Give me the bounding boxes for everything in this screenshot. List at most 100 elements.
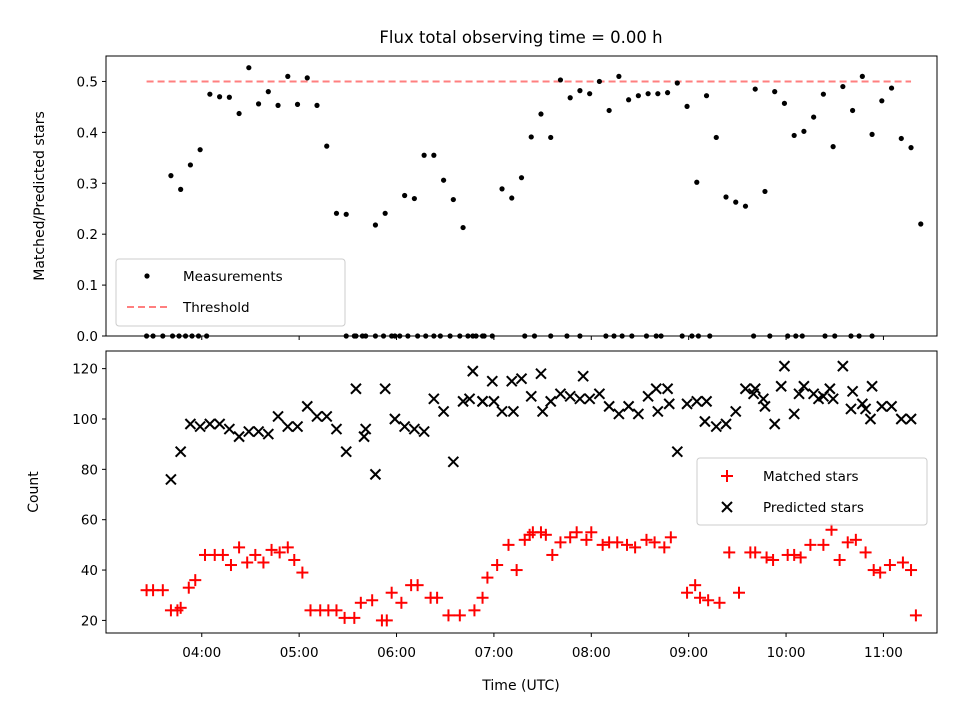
measurement-point	[830, 144, 836, 150]
bottom-panel-frame	[105, 350, 938, 634]
matched-point	[491, 559, 504, 572]
predicted-point	[457, 395, 469, 408]
predicted-point	[663, 398, 675, 410]
measurement-point	[653, 333, 659, 339]
predicted-point	[700, 395, 713, 408]
matched-point	[431, 591, 444, 604]
measurement-point	[564, 333, 570, 339]
matched-point	[817, 538, 830, 551]
measurement-point	[380, 333, 387, 339]
predicted-point	[798, 380, 810, 392]
bottom-y-tick-label: 120	[72, 362, 98, 378]
measurement-point	[616, 73, 622, 79]
measurement-point	[664, 90, 671, 96]
measurement-point	[606, 107, 612, 114]
matched-point	[502, 538, 515, 551]
predicted-point	[467, 365, 479, 377]
predicted-point	[593, 388, 606, 400]
measurement-point	[684, 103, 690, 109]
bottom-legend-box	[696, 457, 928, 526]
predicted-point	[859, 403, 872, 415]
measurement-point	[447, 333, 453, 339]
predicted-point	[846, 385, 859, 397]
measurement-point	[304, 75, 310, 81]
predicted-point	[525, 390, 537, 403]
matched-point	[767, 553, 780, 566]
predicted-point	[864, 413, 877, 425]
measurement-point	[314, 102, 320, 108]
measurement-point	[168, 173, 174, 179]
x-tick-label: 05:00	[280, 645, 319, 661]
measurement-point	[850, 107, 856, 114]
measurement-point	[197, 147, 203, 153]
predicted-point	[661, 383, 674, 395]
matched-point	[620, 538, 633, 551]
measurement-point	[587, 91, 593, 97]
matched-point	[681, 586, 694, 599]
measurement-point	[528, 134, 534, 140]
measurement-point	[382, 210, 388, 216]
predicted-point	[577, 370, 589, 382]
measurement-point	[879, 98, 885, 104]
measurement-point	[182, 333, 189, 339]
measurement-point	[869, 333, 875, 339]
predicted-point	[885, 400, 898, 413]
legend-matched-label: Matched stars	[763, 469, 859, 485]
predicted-point	[506, 375, 518, 387]
measurement-point	[351, 333, 357, 339]
legend-threshold-label: Threshold	[182, 300, 250, 316]
measurement-point	[767, 333, 773, 339]
measurement-point	[811, 114, 817, 120]
top-x-ticks	[201, 336, 884, 340]
measurement-point	[856, 333, 862, 339]
measurement-point	[781, 100, 788, 106]
measurement-point	[372, 222, 379, 228]
matched-point	[539, 528, 552, 541]
bottom-legend: Matched stars Predicted stars	[696, 457, 928, 526]
measurement-point	[207, 91, 213, 97]
bottom-x-ticks: 04:00 05:00 06:00 07:00 08:00 09:00 10:00 11:00	[182, 633, 903, 661]
measurement-point	[465, 333, 471, 339]
predicted-point	[350, 383, 362, 395]
predicted-point	[389, 413, 401, 425]
matched-point	[896, 556, 909, 569]
matched-point	[689, 579, 702, 592]
predicted-point	[720, 418, 732, 430]
predicted-point	[488, 395, 500, 408]
predicted-point	[379, 383, 391, 395]
measurement-point	[713, 134, 719, 141]
bottom-y-tick-label: 20	[81, 613, 98, 629]
predicted-point	[632, 408, 645, 420]
measurement-point	[762, 188, 768, 195]
matched-point	[380, 614, 393, 627]
predicted-point	[252, 425, 265, 438]
matched-point	[596, 538, 609, 551]
predicted-point	[564, 390, 576, 403]
matched-point	[156, 584, 169, 597]
predicted-point	[233, 430, 245, 443]
measurement-point	[898, 135, 904, 142]
matched-point	[216, 548, 229, 561]
top-y-tick-label: 0.4	[77, 125, 98, 141]
measurement-point	[752, 86, 758, 92]
measurement-point	[460, 224, 466, 231]
matched-point	[859, 546, 872, 559]
predicted-point	[856, 398, 869, 410]
predicted-point	[812, 393, 825, 405]
top-y-tick-label: 0.3	[77, 176, 98, 192]
measurement-point	[742, 203, 749, 209]
top-panel-marks	[143, 65, 924, 339]
matched-point	[825, 523, 838, 536]
predicted-point	[778, 360, 791, 372]
measurement-point	[679, 333, 685, 339]
measurement-point	[548, 333, 554, 339]
measurement-point	[848, 333, 854, 339]
predicted-point	[699, 415, 711, 428]
predicted-point	[895, 413, 908, 425]
matched-point	[385, 586, 398, 599]
measurement-point	[178, 186, 184, 192]
predicted-point	[340, 446, 352, 458]
matched-point	[281, 541, 294, 554]
measurement-point	[596, 78, 603, 85]
measurement-point	[538, 111, 544, 117]
